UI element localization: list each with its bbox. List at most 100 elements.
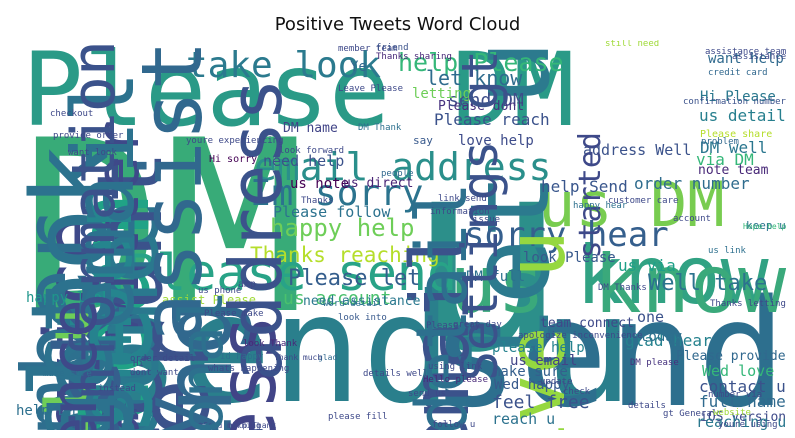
cloud-word: send us — [408, 389, 446, 399]
cloud-word: people — [381, 169, 414, 179]
cloud-word: whats happening — [208, 364, 290, 374]
cloud-word: Thanks reaching — [250, 243, 440, 267]
cloud-word: one — [637, 308, 665, 326]
cloud-word: DM Thanks — [598, 283, 647, 293]
cloud-word: Hi sorry — [209, 154, 258, 165]
cloud-word: us email — [510, 353, 578, 369]
cloud-word: us DM — [538, 168, 725, 241]
cloud-word: feel free — [492, 392, 590, 413]
cloud-word: details well — [363, 369, 429, 379]
cloud-word: look forward — [279, 146, 345, 156]
chart-title: Positive Tweets Word Cloud — [274, 14, 521, 35]
cloud-word: Please provide — [676, 349, 786, 364]
cloud-word: link send — [438, 194, 487, 204]
cloud-word: friend — [376, 43, 409, 53]
cloud-word: Thank much — [274, 353, 323, 362]
cloud-word: us detail — [699, 106, 786, 125]
cloud-word: happy help — [270, 214, 415, 242]
cloud-word: want look — [68, 148, 117, 158]
cloud-word: Please make — [204, 309, 264, 319]
cloud-word: great day — [453, 320, 502, 330]
cloud-word: make sure — [492, 364, 568, 380]
cloud-word: let know — [426, 66, 523, 90]
cloud-word: using link — [428, 362, 483, 372]
cloud-word: apologize inconvenience — [518, 331, 643, 341]
cloud-word: DM Thank — [358, 123, 402, 133]
cloud-word: look Please — [523, 250, 616, 266]
cloud-word: email address — [254, 145, 552, 189]
cloud-word: send u — [91, 263, 633, 430]
cloud-word: dont want — [130, 368, 179, 378]
cloud-word: issue — [473, 215, 501, 225]
cloud-word: Please try — [426, 321, 481, 331]
cloud-word: want help — [708, 51, 784, 67]
cloud-word: us via — [618, 256, 676, 275]
cloud-word: know — [576, 229, 769, 322]
cloud-word: problem — [701, 137, 739, 147]
cloud-word: Hope help — [743, 222, 786, 231]
cloud-word: member team — [338, 44, 398, 54]
cloud-word: Thanks Hi — [88, 405, 164, 421]
cloud-word: help Send — [541, 177, 628, 196]
cloud-word: letting — [412, 86, 472, 102]
cloud-word: assistance — [732, 52, 786, 62]
cloud-word: Ye — [350, 59, 367, 75]
cloud-word: help DM — [16, 403, 76, 419]
cloud-word: love help — [458, 133, 534, 149]
cloud-word: Please let — [288, 266, 421, 291]
cloud-word: Hello please — [423, 375, 489, 385]
cloud-word: help Please — [398, 48, 564, 77]
cloud-word: follow u — [432, 420, 476, 430]
cloud-word: DM full — [466, 269, 526, 285]
cloud-word: assist Please — [162, 293, 256, 307]
cloud-word: information — [430, 207, 490, 217]
cloud-word: today — [640, 329, 683, 345]
cloud-word: confirmation number — [683, 97, 786, 107]
cloud-word: Please send — [126, 244, 458, 302]
cloud-word: assistance team — [705, 47, 786, 57]
cloud-word: credit card — [708, 68, 768, 78]
cloud-word: Thanks sharing — [376, 52, 452, 62]
cloud-word: Please DM — [22, 40, 575, 150]
cloud-word: us know — [449, 238, 786, 331]
cloud-word: us direct — [343, 176, 414, 191]
cloud-word: sorry hear — [464, 215, 669, 255]
cloud-word: details — [628, 401, 666, 411]
cloud-word: glad hear — [625, 331, 712, 350]
cloud-word: Please reach — [434, 110, 550, 129]
cloud-word: Id happy — [220, 352, 264, 362]
cloud-word: Please follow — [273, 203, 391, 221]
cloud-word: account — [673, 214, 711, 224]
cloud-word: Wed happy — [494, 377, 570, 393]
cloud-word: started — [573, 132, 608, 259]
cloud-word: order detail — [130, 354, 196, 364]
cloud-word: keep u — [746, 219, 786, 232]
cloud-word: reaching u — [696, 413, 786, 430]
cloud-word: gt General — [663, 409, 718, 419]
cloud-word: Please share — [700, 129, 773, 140]
cloud-word: us phone — [198, 286, 242, 296]
cloud-word: appreciate patience — [37, 299, 112, 430]
cloud-word: DM — [20, 90, 307, 367]
cloud-word: make sure — [43, 369, 92, 379]
cloud-word: Thanks letting — [710, 299, 786, 309]
cloud-word: instead — [98, 384, 136, 394]
cloud-word: iOS version — [700, 410, 786, 425]
cloud-word: team connect — [540, 316, 634, 331]
cloud-word: Thanks — [301, 196, 334, 206]
cloud-word: full name — [699, 392, 786, 411]
cloud-word: website — [713, 408, 751, 418]
cloud-word: Hi — [133, 359, 144, 369]
cloud-word: us account — [283, 288, 392, 309]
cloud-word: us link — [708, 246, 746, 256]
cloud-word: still need — [605, 40, 660, 49]
cloud-word: DM name — [283, 121, 338, 136]
cloud-word: send DM — [448, 90, 524, 111]
cloud-word: note team — [698, 163, 769, 178]
cloud-word: u — [406, 100, 568, 412]
cloud-word: contact u — [699, 377, 786, 396]
cloud-word: number via — [708, 390, 763, 400]
cloud-word: Good morning — [203, 421, 261, 430]
cloud-word: checkout — [50, 109, 94, 119]
cloud-word: say — [413, 134, 433, 147]
